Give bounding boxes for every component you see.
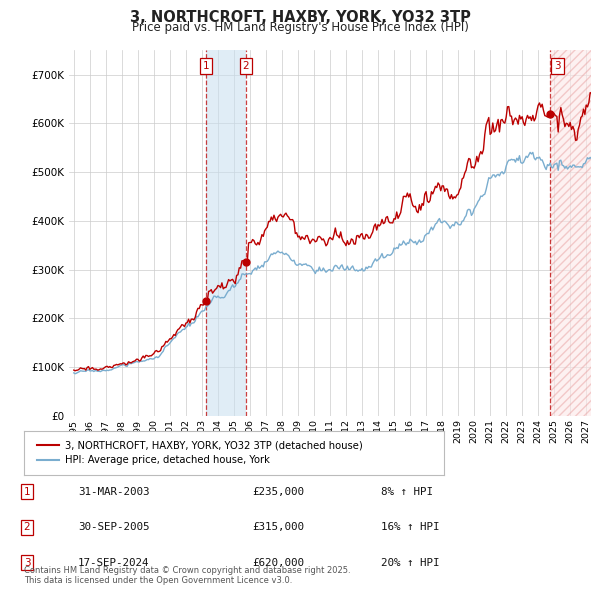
HPI: Average price, detached house, York: (2.03e+03, 5.22e+05): Average price, detached house, York: (2.… — [589, 158, 596, 165]
3, NORTHCROFT, HAXBY, YORK, YO32 3TP (detached house) — [589, 100, 596, 107]
HPI: Average price, detached house, York: (2e+03, 8.83e+04): Average price, detached house, York: (2e… — [70, 369, 77, 376]
Line: HPI: Average price, detached house, York: HPI: Average price, detached house, York — [74, 152, 593, 373]
Bar — [206, 50, 246, 416]
Text: £620,000: £620,000 — [252, 558, 304, 568]
3, NORTHCROFT, HAXBY, YORK, YO32 3TP (detached house) — [499, 116, 506, 123]
3, NORTHCROFT, HAXBY, YORK, YO32 3TP (detached house) — [460, 174, 467, 181]
Text: £235,000: £235,000 — [252, 487, 304, 497]
Text: Contains HM Land Registry data © Crown copyright and database right 2025.
This d: Contains HM Land Registry data © Crown c… — [24, 566, 350, 585]
Text: 2: 2 — [242, 61, 249, 71]
Text: 8% ↑ HPI: 8% ↑ HPI — [381, 487, 433, 497]
Text: 2: 2 — [23, 522, 31, 532]
Text: 3, NORTHCROFT, HAXBY, YORK, YO32 3TP: 3, NORTHCROFT, HAXBY, YORK, YO32 3TP — [130, 10, 470, 25]
3, NORTHCROFT, HAXBY, YORK, YO32 3TP (detached house) — [71, 367, 79, 374]
Legend: 3, NORTHCROFT, HAXBY, YORK, YO32 3TP (detached house), HPI: Average price, detac: 3, NORTHCROFT, HAXBY, YORK, YO32 3TP (de… — [33, 437, 367, 469]
HPI: Average price, detached house, York: (2.02e+03, 3.59e+05): Average price, detached house, York: (2.… — [420, 237, 427, 244]
HPI: Average price, detached house, York: (2e+03, 8.65e+04): Average price, detached house, York: (2e… — [71, 370, 79, 377]
Text: 1: 1 — [23, 487, 31, 497]
3, NORTHCROFT, HAXBY, YORK, YO32 3TP (detached house) — [133, 356, 140, 363]
Line: 3, NORTHCROFT, HAXBY, YORK, YO32 3TP (detached house): 3, NORTHCROFT, HAXBY, YORK, YO32 3TP (de… — [74, 93, 593, 371]
Text: 17-SEP-2024: 17-SEP-2024 — [78, 558, 149, 568]
HPI: Average price, detached house, York: (2.02e+03, 5.4e+05): Average price, detached house, York: (2.… — [529, 149, 536, 156]
Text: Price paid vs. HM Land Registry's House Price Index (HPI): Price paid vs. HM Land Registry's House … — [131, 21, 469, 34]
Text: £315,000: £315,000 — [252, 522, 304, 532]
Bar — [550, 50, 591, 416]
3, NORTHCROFT, HAXBY, YORK, YO32 3TP (detached house) — [472, 160, 479, 168]
Text: 3: 3 — [23, 558, 31, 568]
Text: 1: 1 — [203, 61, 209, 71]
HPI: Average price, detached house, York: (2e+03, 1.12e+05): Average price, detached house, York: (2e… — [133, 358, 140, 365]
Text: 30-SEP-2005: 30-SEP-2005 — [78, 522, 149, 532]
3, NORTHCROFT, HAXBY, YORK, YO32 3TP (detached house) — [587, 89, 594, 96]
Text: 3: 3 — [554, 61, 561, 71]
3, NORTHCROFT, HAXBY, YORK, YO32 3TP (detached house) — [70, 366, 77, 373]
HPI: Average price, detached house, York: (2.02e+03, 3.99e+05): Average price, detached house, York: (2.… — [440, 218, 447, 225]
Text: 16% ↑ HPI: 16% ↑ HPI — [381, 522, 439, 532]
HPI: Average price, detached house, York: (2.02e+03, 4e+05): Average price, detached house, York: (2.… — [460, 217, 467, 224]
3, NORTHCROFT, HAXBY, YORK, YO32 3TP (detached house) — [420, 202, 427, 209]
Bar — [550, 50, 591, 416]
Text: 20% ↑ HPI: 20% ↑ HPI — [381, 558, 439, 568]
3, NORTHCROFT, HAXBY, YORK, YO32 3TP (detached house) — [440, 182, 447, 189]
HPI: Average price, detached house, York: (2.02e+03, 4.29e+05): Average price, detached house, York: (2.… — [472, 203, 479, 210]
HPI: Average price, detached house, York: (2.02e+03, 5.01e+05): Average price, detached house, York: (2.… — [499, 168, 506, 175]
Text: 31-MAR-2003: 31-MAR-2003 — [78, 487, 149, 497]
